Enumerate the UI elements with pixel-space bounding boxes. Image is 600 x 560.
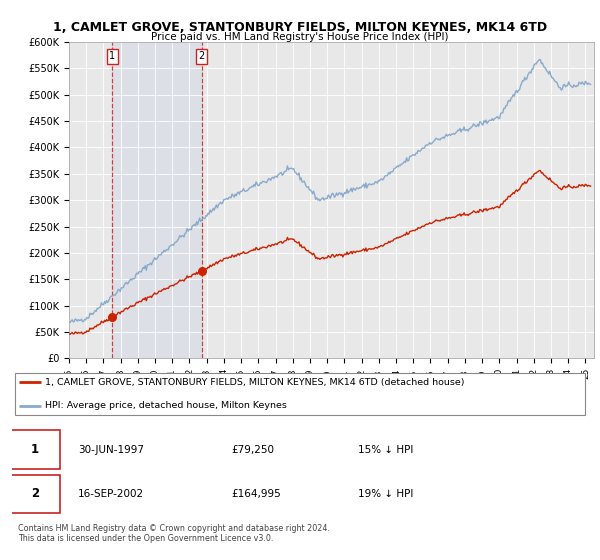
Text: Price paid vs. HM Land Registry's House Price Index (HPI): Price paid vs. HM Land Registry's House …: [151, 32, 449, 43]
Point: [197, 267, 206, 276]
Text: 16-SEP-2002: 16-SEP-2002: [78, 489, 145, 499]
FancyBboxPatch shape: [11, 474, 60, 514]
Text: 1, CAMLET GROVE, STANTONBURY FIELDS, MILTON KEYNES, MK14 6TD: 1, CAMLET GROVE, STANTONBURY FIELDS, MIL…: [53, 21, 547, 34]
Text: £79,250: £79,250: [231, 445, 274, 455]
Text: HPI: Average price, detached house, Milton Keynes: HPI: Average price, detached house, Milt…: [45, 401, 287, 410]
FancyBboxPatch shape: [11, 430, 60, 469]
Point: [107, 312, 117, 321]
Text: 1: 1: [31, 443, 39, 456]
FancyBboxPatch shape: [15, 372, 585, 416]
Text: 2: 2: [199, 52, 205, 62]
Text: 1, CAMLET GROVE, STANTONBURY FIELDS, MILTON KEYNES, MK14 6TD (detached house): 1, CAMLET GROVE, STANTONBURY FIELDS, MIL…: [45, 378, 464, 387]
Text: 15% ↓ HPI: 15% ↓ HPI: [358, 445, 413, 455]
Text: Contains HM Land Registry data © Crown copyright and database right 2024.
This d: Contains HM Land Registry data © Crown c…: [18, 524, 330, 543]
Text: 2: 2: [31, 487, 39, 501]
Text: 1: 1: [109, 52, 115, 62]
Text: 30-JUN-1997: 30-JUN-1997: [78, 445, 144, 455]
Text: 19% ↓ HPI: 19% ↓ HPI: [358, 489, 413, 499]
Text: £164,995: £164,995: [231, 489, 281, 499]
Bar: [112, 42, 202, 358]
